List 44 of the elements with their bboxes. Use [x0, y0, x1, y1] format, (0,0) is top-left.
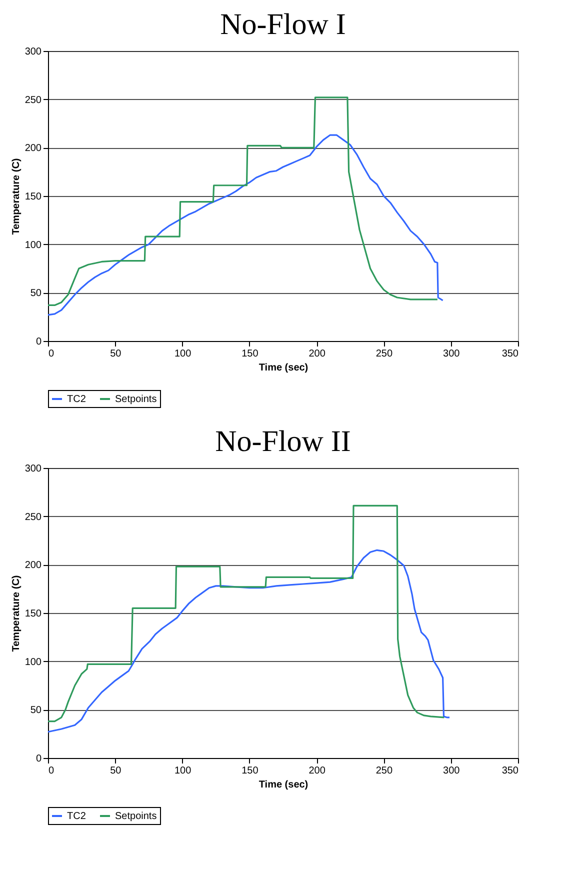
y-tick-label: 300 — [24, 464, 42, 474]
x-axis-title: Time (sec) — [258, 362, 308, 374]
y-tick-label: 250 — [24, 512, 42, 523]
legend-label: TC2 — [67, 811, 86, 822]
x-tick-label: 250 — [376, 348, 393, 360]
y-tick-label: 250 — [24, 94, 42, 106]
line-series — [47, 96, 438, 306]
y-tick-label: 300 — [24, 46, 42, 58]
chart-title: No-Flow I — [220, 8, 346, 41]
legend-label: TC2 — [67, 394, 86, 405]
y-tick-label: 150 — [24, 608, 42, 620]
y-tick-label: 100 — [24, 656, 42, 668]
x-tick-label: 100 — [174, 766, 192, 776]
line-series — [47, 549, 450, 733]
x-tick-label: 350 — [502, 348, 519, 360]
y-axis-title: Temperature (C) — [10, 575, 22, 652]
y-tick-label: 50 — [30, 288, 42, 300]
x-tick-label: 300 — [443, 766, 460, 776]
x-tick-label: 250 — [376, 766, 393, 776]
chart-title: No-Flow II — [215, 425, 351, 458]
x-tick-label: 200 — [308, 348, 326, 360]
x-tick-label: 150 — [242, 766, 259, 776]
y-tick-label: 200 — [24, 143, 42, 154]
y-tick-label: 100 — [24, 240, 42, 251]
x-tick-label: 0 — [48, 766, 54, 776]
line-series — [47, 134, 444, 316]
x-tick-label: 300 — [443, 348, 460, 360]
y-tick-label: 200 — [24, 560, 42, 572]
y-tick-label: 0 — [36, 336, 42, 348]
line-series — [47, 504, 445, 722]
legend-label: Setpoints — [115, 394, 157, 405]
x-tick-label: 150 — [242, 348, 259, 360]
x-axis-title: Time (sec) — [258, 780, 308, 790]
x-tick-label: 200 — [308, 766, 326, 776]
y-tick-label: 150 — [24, 192, 42, 202]
legend-label: Setpoints — [115, 811, 157, 822]
x-tick-label: 0 — [48, 348, 54, 360]
x-tick-label: 100 — [174, 348, 192, 360]
y-tick-label: 50 — [30, 705, 42, 716]
x-tick-label: 50 — [110, 766, 122, 776]
y-axis-title: Temperature (C) — [10, 158, 22, 235]
x-tick-label: 50 — [110, 348, 122, 360]
x-tick-label: 350 — [502, 766, 519, 776]
y-tick-label: 0 — [36, 754, 42, 764]
